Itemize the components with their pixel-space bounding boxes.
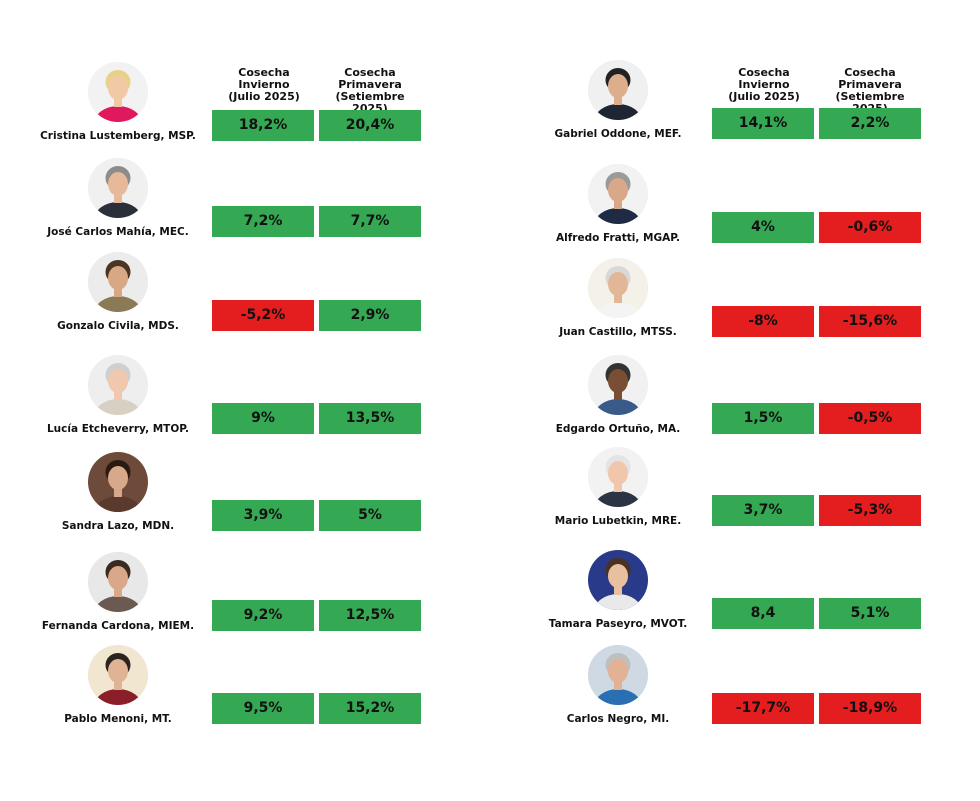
person-row: Fernanda Cardona, MIEM. 9,2% 12,5% bbox=[0, 552, 490, 642]
value-primavera: 5% bbox=[319, 500, 421, 531]
value-invierno: 14,1% bbox=[712, 108, 814, 139]
value-primavera: 7,7% bbox=[319, 206, 421, 237]
avatar bbox=[588, 60, 648, 120]
value-invierno: 3,7% bbox=[712, 495, 814, 526]
person-row: Cristina Lustemberg, MSP. 18,2% 20,4% bbox=[0, 62, 490, 152]
person-name: Fernanda Cardona, MIEM. bbox=[41, 620, 195, 632]
value-invierno: 18,2% bbox=[212, 110, 314, 141]
person-name: Sandra Lazo, MDN. bbox=[61, 520, 175, 532]
avatar bbox=[88, 62, 148, 122]
value-primavera: -15,6% bbox=[819, 306, 921, 337]
value-primavera: 20,4% bbox=[319, 110, 421, 141]
value-invierno: 7,2% bbox=[212, 206, 314, 237]
person-name: Carlos Negro, MI. bbox=[566, 713, 670, 725]
value-primavera: -0,6% bbox=[819, 212, 921, 243]
header-invierno: Cosecha Invierno (Julio 2025) bbox=[728, 66, 800, 103]
person-name: Cristina Lustemberg, MSP. bbox=[40, 130, 196, 142]
avatar bbox=[88, 645, 148, 705]
value-invierno: 9% bbox=[212, 403, 314, 434]
value-invierno: -17,7% bbox=[712, 693, 814, 724]
value-invierno: 4% bbox=[712, 212, 814, 243]
person-name: José Carlos Mahía, MEC. bbox=[47, 226, 189, 238]
right-column: Cosecha Invierno (Julio 2025) Cosecha Pr… bbox=[490, 0, 980, 801]
value-primavera: 13,5% bbox=[319, 403, 421, 434]
person-row: Juan Castillo, MTSS. -8% -15,6% bbox=[490, 258, 980, 348]
avatar bbox=[88, 552, 148, 612]
person-name: Alfredo Fratti, MGAP. bbox=[556, 232, 680, 244]
person-row: Carlos Negro, MI. -17,7% -18,9% bbox=[490, 645, 980, 735]
person-name: Edgardo Ortuño, MA. bbox=[555, 423, 681, 435]
value-primavera: -0,5% bbox=[819, 403, 921, 434]
person-row: Mario Lubetkin, MRE. 3,7% -5,3% bbox=[490, 447, 980, 537]
avatar bbox=[88, 355, 148, 415]
person-row: Edgardo Ortuño, MA. 1,5% -0,5% bbox=[490, 355, 980, 445]
person-name: Gabriel Oddone, MEF. bbox=[554, 128, 682, 140]
person-name: Lucía Etcheverry, MTOP. bbox=[46, 423, 190, 435]
value-primavera: -5,3% bbox=[819, 495, 921, 526]
avatar bbox=[588, 645, 648, 705]
avatar bbox=[588, 258, 648, 318]
person-name: Juan Castillo, MTSS. bbox=[559, 326, 677, 338]
avatar bbox=[588, 164, 648, 224]
value-invierno: 9,5% bbox=[212, 693, 314, 724]
person-name: Tamara Paseyro, MVOT. bbox=[548, 618, 688, 630]
value-primavera: -18,9% bbox=[819, 693, 921, 724]
left-column: Cosecha Invierno (Julio 2025) Cosecha Pr… bbox=[0, 62, 490, 735]
value-primavera: 2,9% bbox=[319, 300, 421, 331]
value-invierno: 8,4 bbox=[712, 598, 814, 629]
avatar bbox=[588, 447, 648, 507]
value-primavera: 12,5% bbox=[319, 600, 421, 631]
avatar bbox=[88, 452, 148, 512]
person-row: Lucía Etcheverry, MTOP. 9% 13,5% bbox=[0, 355, 490, 445]
header-invierno: Cosecha Invierno (Julio 2025) bbox=[228, 66, 300, 103]
avatar bbox=[588, 355, 648, 415]
person-row: Gabriel Oddone, MEF. 14,1% 2,2% bbox=[490, 60, 980, 150]
person-row: Gonzalo Civila, MDS. -5,2% 2,9% bbox=[0, 252, 490, 342]
avatar bbox=[588, 550, 648, 610]
person-row: Alfredo Fratti, MGAP. 4% -0,6% bbox=[490, 164, 980, 254]
value-invierno: 3,9% bbox=[212, 500, 314, 531]
person-row: José Carlos Mahía, MEC. 7,2% 7,7% bbox=[0, 158, 490, 248]
value-invierno: 9,2% bbox=[212, 600, 314, 631]
header-primavera: Cosecha Primavera (Setiembre 2025) bbox=[835, 66, 905, 115]
value-invierno: -5,2% bbox=[212, 300, 314, 331]
person-row: Sandra Lazo, MDN. 3,9% 5% bbox=[0, 452, 490, 542]
person-name: Pablo Menoni, MT. bbox=[64, 713, 172, 725]
value-primavera: 2,2% bbox=[819, 108, 921, 139]
value-invierno: 1,5% bbox=[712, 403, 814, 434]
value-invierno: -8% bbox=[712, 306, 814, 337]
value-primavera: 15,2% bbox=[319, 693, 421, 724]
person-row: Pablo Menoni, MT. 9,5% 15,2% bbox=[0, 645, 490, 735]
avatar bbox=[88, 158, 148, 218]
avatar bbox=[88, 252, 148, 312]
person-row: Tamara Paseyro, MVOT. 8,4 5,1% bbox=[490, 550, 980, 640]
value-primavera: 5,1% bbox=[819, 598, 921, 629]
person-name: Mario Lubetkin, MRE. bbox=[554, 515, 682, 527]
person-name: Gonzalo Civila, MDS. bbox=[57, 320, 179, 332]
